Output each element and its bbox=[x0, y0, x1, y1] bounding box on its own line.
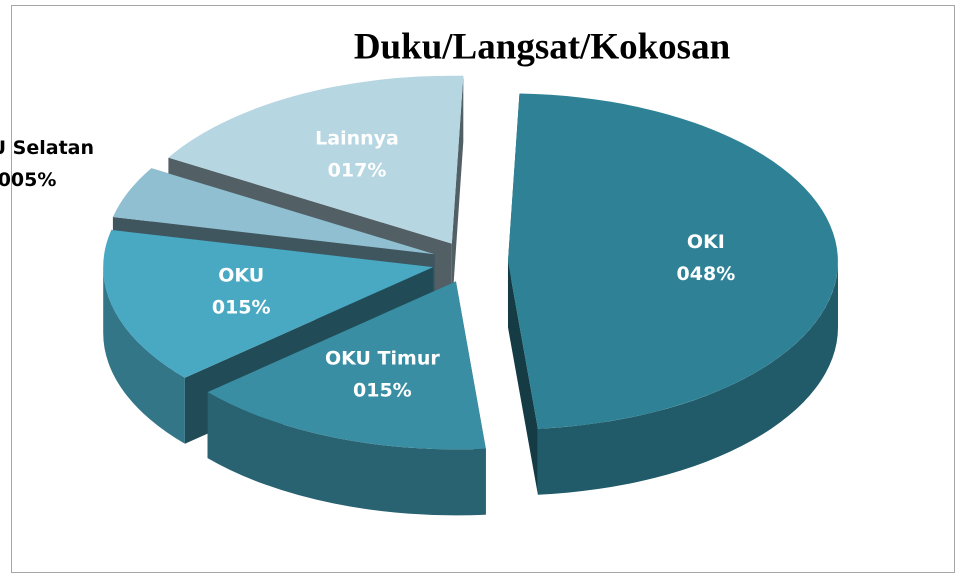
chart-title: Duku/Langsat/Kokosan bbox=[354, 26, 731, 67]
slice-label: OKI bbox=[687, 231, 725, 253]
slice-value-label: 015% bbox=[353, 379, 412, 401]
slice-side bbox=[103, 267, 185, 444]
slice-value-label: 015% bbox=[212, 296, 271, 318]
slice-value-label: 017% bbox=[328, 160, 387, 182]
slice-side bbox=[207, 392, 486, 516]
slice bbox=[168, 75, 464, 244]
slice-wall bbox=[507, 261, 538, 495]
slice-value-label: 048% bbox=[677, 263, 736, 285]
slice-label: OKU Timur bbox=[325, 347, 440, 369]
slice-value-label: 005% bbox=[0, 169, 56, 191]
slice bbox=[112, 168, 435, 255]
slice-label: Lainnya bbox=[315, 128, 399, 150]
slice bbox=[507, 93, 838, 429]
pie: OKI 048% OKU Timur 015% OKU 015% OKU Selatan 00… bbox=[0, 75, 838, 516]
slice-wall bbox=[451, 75, 464, 310]
slice-label: OKU bbox=[218, 264, 264, 286]
slice bbox=[207, 281, 486, 450]
slice bbox=[103, 229, 434, 378]
slice-side bbox=[537, 261, 838, 495]
slice-label: OKU Selatan bbox=[0, 137, 94, 159]
